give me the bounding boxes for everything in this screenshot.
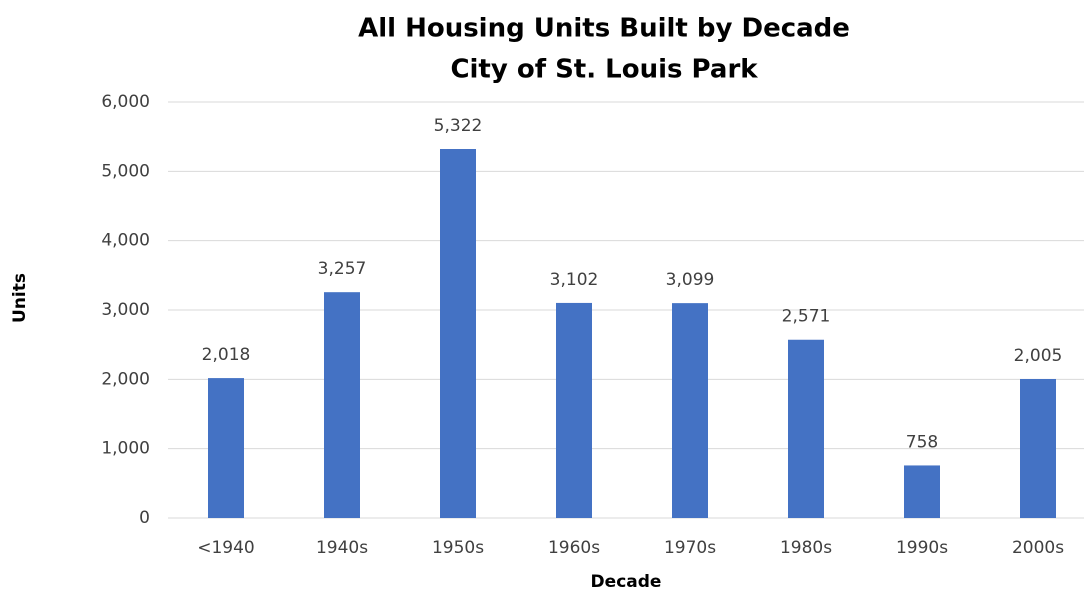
x-tick-label: 1950s [432, 538, 484, 558]
y-tick-label: 2,000 [101, 369, 150, 389]
y-tick-label: 0 [139, 508, 150, 528]
bar [324, 292, 360, 518]
y-axis-title: Units [10, 273, 30, 323]
bar [788, 339, 824, 518]
data-label: 2,005 [1014, 346, 1063, 366]
y-tick-label: 1,000 [101, 439, 150, 459]
bar [672, 303, 708, 518]
data-label: 758 [906, 432, 938, 452]
bar [1020, 378, 1056, 518]
x-tick-label: 1990s [896, 538, 948, 558]
chart-title: All Housing Units Built by Decade [358, 14, 850, 44]
data-label: 2,571 [782, 307, 831, 327]
chart-subtitle: City of St. Louis Park [450, 55, 758, 85]
x-axis-title: Decade [591, 572, 662, 592]
data-label: 5,322 [434, 116, 483, 136]
x-tick-label: 1970s [664, 538, 716, 558]
x-tick-label: <1940 [197, 538, 255, 558]
data-label: 2,018 [202, 345, 251, 365]
y-tick-label: 3,000 [101, 300, 150, 320]
x-tick-label: 1980s [780, 538, 832, 558]
bar [556, 302, 592, 518]
x-tick-label: 1960s [548, 538, 600, 558]
bar [208, 378, 244, 518]
bar [440, 149, 476, 518]
y-tick-label: 5,000 [101, 161, 150, 181]
y-tick-label: 6,000 [101, 92, 150, 112]
data-label: 3,102 [550, 270, 599, 290]
y-tick-label: 4,000 [101, 231, 150, 251]
x-tick-label: 2000s [1012, 538, 1064, 558]
data-label: 3,257 [318, 259, 367, 279]
x-tick-label: 1940s [316, 538, 368, 558]
data-label: 3,099 [666, 270, 715, 290]
bar [904, 465, 940, 518]
